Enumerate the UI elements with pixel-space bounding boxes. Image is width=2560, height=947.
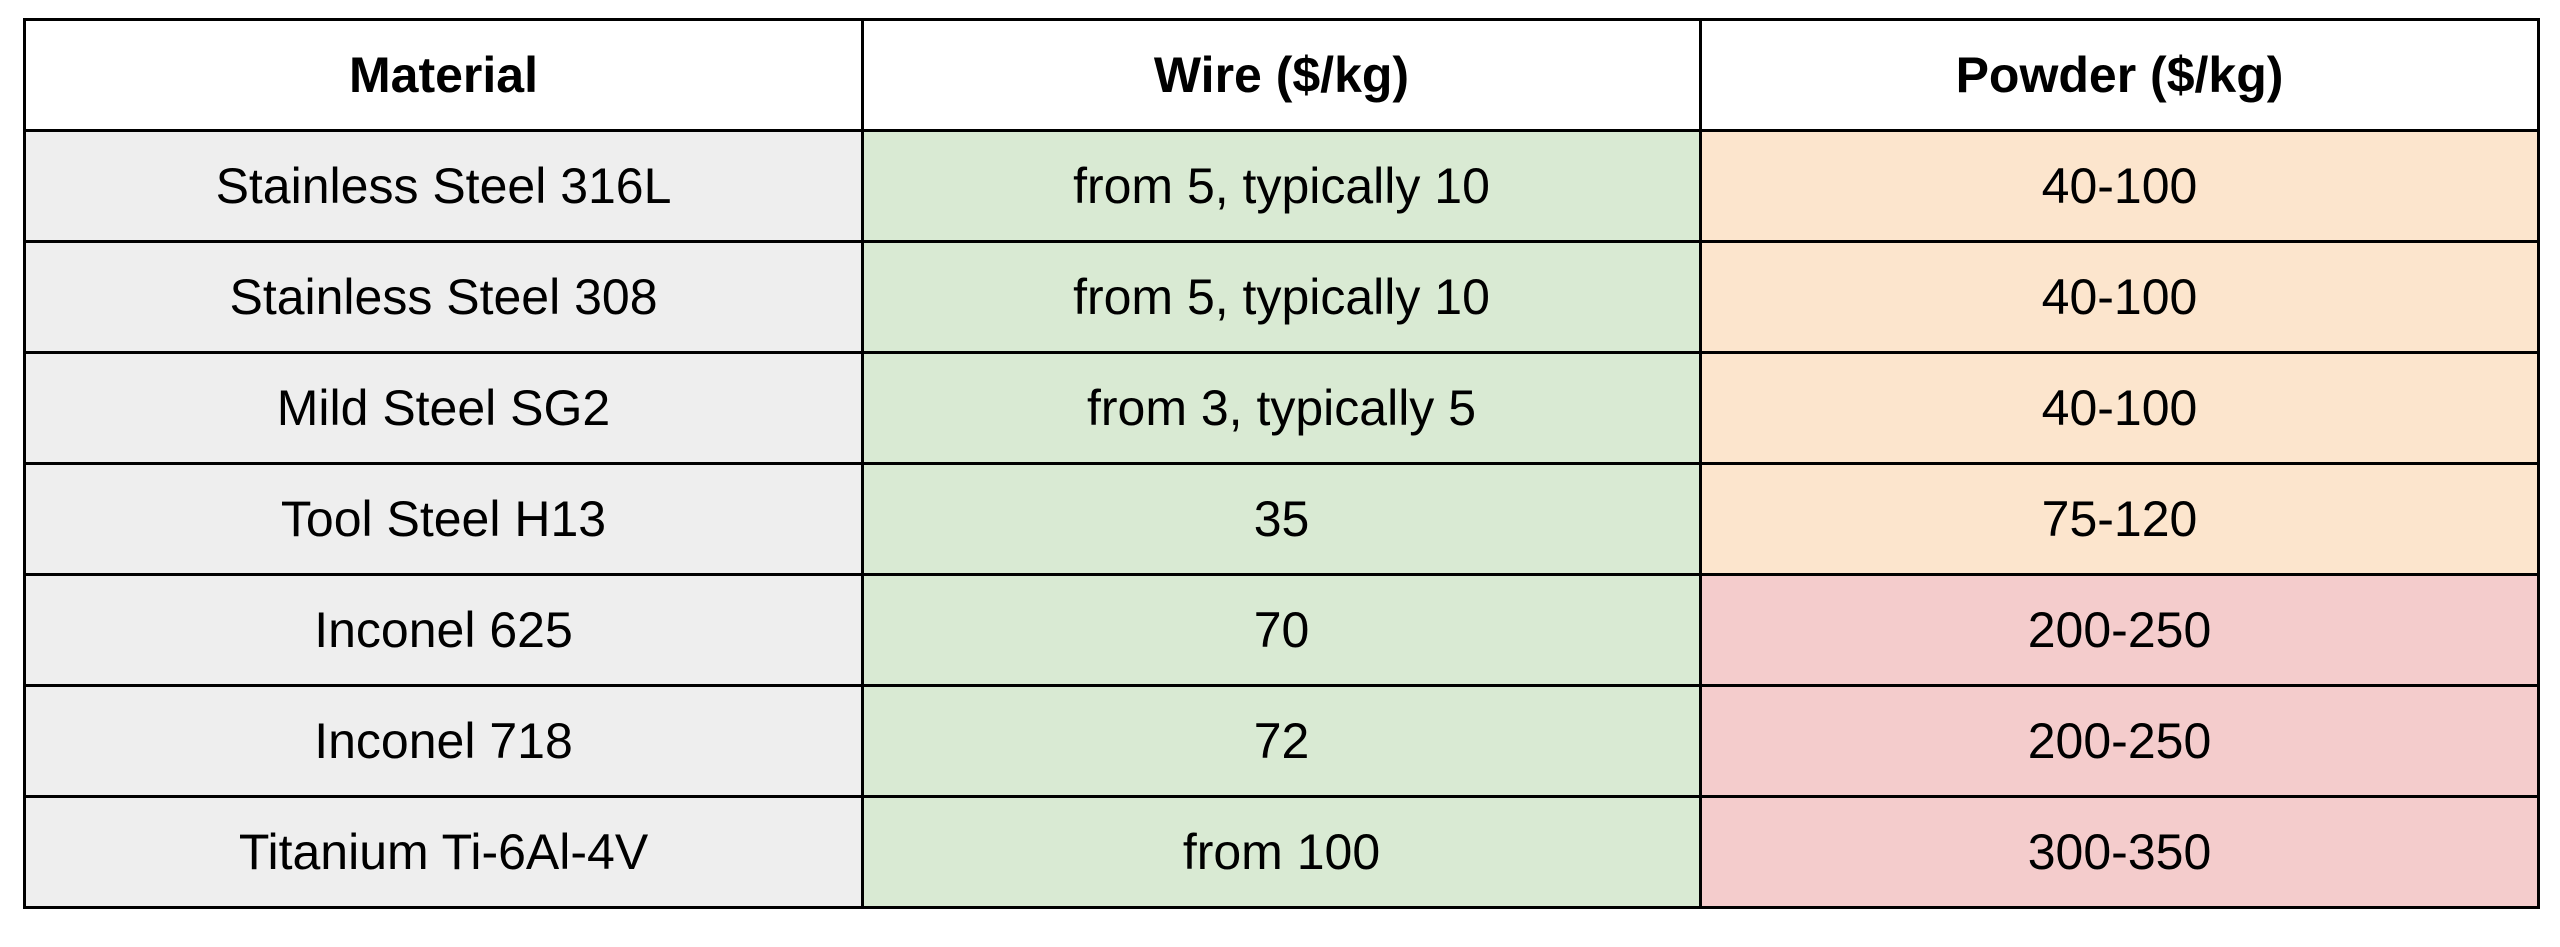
table-cell: Titanium Ti-6Al-4V <box>23 795 864 909</box>
table-row: Inconel 625 70 200-250 <box>23 573 2540 687</box>
table-cell: 40-100 <box>1699 129 2540 243</box>
header-cell: Powder ($/kg) <box>1699 18 2540 132</box>
table-row: Stainless Steel 308 from 5, typically 10 4… <box>23 240 2540 354</box>
table-row: Mild Steel SG2 from 3, typically 5 40-100 <box>23 351 2540 465</box>
table-cell: Inconel 718 <box>23 684 864 798</box>
table-cell: 40-100 <box>1699 240 2540 354</box>
table-cell: from 5, typically 10 <box>861 129 1702 243</box>
table-cell: 35 <box>861 462 1702 576</box>
table-cell: 70 <box>861 573 1702 687</box>
table-cell: Tool Steel H13 <box>23 462 864 576</box>
table-cell: 75-120 <box>1699 462 2540 576</box>
table-row: Tool Steel H13 35 75-120 <box>23 462 2540 576</box>
table-cell: from 100 <box>861 795 1702 909</box>
table-cell: from 3, typically 5 <box>861 351 1702 465</box>
table-cell: 40-100 <box>1699 351 2540 465</box>
header-cell: Wire ($/kg) <box>861 18 1702 132</box>
table-cell: Mild Steel SG2 <box>23 351 864 465</box>
table-cell: 200-250 <box>1699 684 2540 798</box>
table-row: Stainless Steel 316L from 5, typically 10… <box>23 129 2540 243</box>
table-cell: Stainless Steel 308 <box>23 240 864 354</box>
table-cell: from 5, typically 10 <box>861 240 1702 354</box>
cost-table: Material Wire ($/kg) Powder ($/kg) Stainle… <box>23 18 2540 909</box>
table-cell: 72 <box>861 684 1702 798</box>
table-cell: 300-350 <box>1699 795 2540 909</box>
table-row: Inconel 718 72 200-250 <box>23 684 2540 798</box>
header-cell: Material <box>23 18 864 132</box>
table-body: Stainless Steel 316L from 5, typically 10… <box>23 129 2540 909</box>
table-row: Titanium Ti-6Al-4V from 100 300-350 <box>23 795 2540 909</box>
table-cell: 200-250 <box>1699 573 2540 687</box>
header-row: Material Wire ($/kg) Powder ($/kg) <box>23 18 2540 132</box>
table-cell: Inconel 625 <box>23 573 864 687</box>
table-cell: Stainless Steel 316L <box>23 129 864 243</box>
